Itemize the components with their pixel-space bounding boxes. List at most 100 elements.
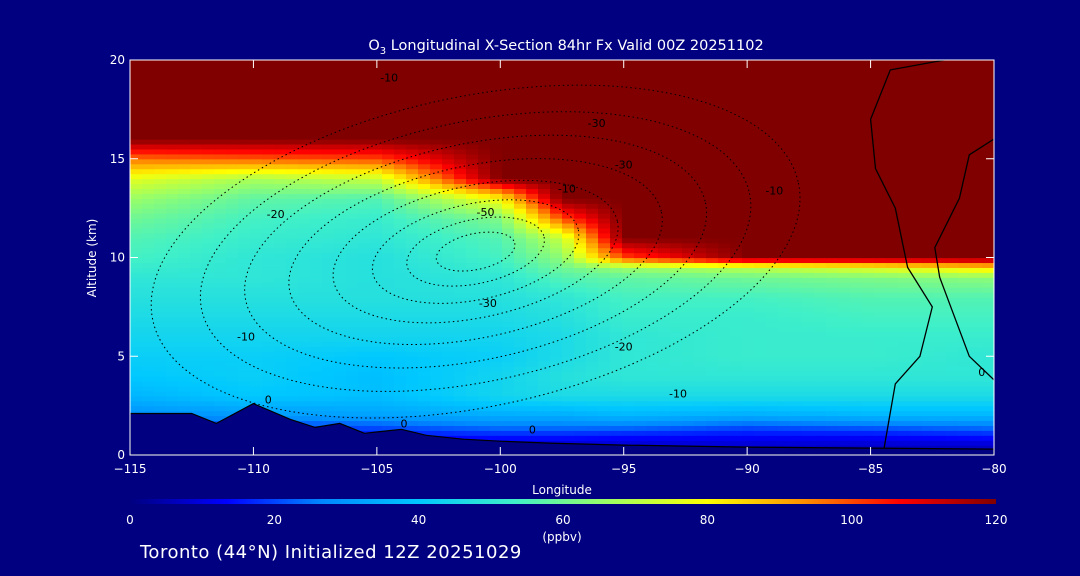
heatmap-cell bbox=[826, 282, 839, 288]
heatmap-cell bbox=[166, 346, 179, 352]
heatmap-cell bbox=[406, 139, 419, 145]
heatmap-cell bbox=[730, 173, 743, 180]
heatmap-cell bbox=[382, 148, 395, 155]
heatmap-cell bbox=[718, 440, 731, 446]
heatmap-cell bbox=[226, 237, 239, 244]
heatmap-cell bbox=[850, 153, 863, 160]
heatmap-cell bbox=[982, 163, 994, 170]
heatmap-cell bbox=[514, 321, 527, 328]
heatmap-cell bbox=[250, 301, 263, 308]
heatmap-cell bbox=[718, 336, 731, 343]
heatmap-cell bbox=[946, 129, 959, 135]
heatmap-cell bbox=[202, 222, 215, 229]
heatmap-cell bbox=[382, 114, 395, 120]
heatmap-cell bbox=[298, 198, 311, 204]
heatmap-cell bbox=[790, 208, 803, 214]
heatmap-cell bbox=[394, 351, 407, 357]
heatmap-cell bbox=[598, 425, 611, 431]
heatmap-cell bbox=[358, 218, 371, 224]
heatmap-cell bbox=[694, 148, 707, 155]
heatmap-cell bbox=[802, 227, 815, 234]
heatmap-cell bbox=[658, 380, 671, 387]
heatmap-cell bbox=[382, 341, 395, 347]
heatmap-cell bbox=[658, 178, 671, 185]
heatmap-cell bbox=[838, 198, 851, 204]
heatmap-cell bbox=[874, 119, 887, 125]
heatmap-cell bbox=[610, 143, 623, 150]
heatmap-cell bbox=[958, 134, 971, 140]
heatmap-cell bbox=[262, 218, 275, 224]
heatmap-cell bbox=[202, 232, 215, 239]
heatmap-cell bbox=[766, 346, 779, 352]
heatmap-cell bbox=[718, 153, 731, 160]
heatmap-cell bbox=[598, 282, 611, 288]
heatmap-cell bbox=[526, 208, 539, 214]
heatmap-cell bbox=[394, 262, 407, 268]
heatmap-cell bbox=[742, 297, 755, 303]
heatmap-cell bbox=[226, 267, 239, 273]
heatmap-cell bbox=[442, 405, 455, 412]
heatmap-cell bbox=[790, 415, 803, 422]
heatmap-cell bbox=[322, 153, 335, 160]
heatmap-cell bbox=[478, 213, 491, 219]
heatmap-cell bbox=[418, 351, 431, 357]
heatmap-cell bbox=[190, 213, 203, 219]
heatmap-cell bbox=[934, 257, 947, 264]
heatmap-cell bbox=[286, 208, 299, 214]
heatmap-cell bbox=[178, 287, 191, 293]
heatmap-cell bbox=[166, 109, 179, 115]
heatmap-cell bbox=[550, 134, 563, 140]
heatmap-cell bbox=[970, 267, 983, 273]
heatmap-cell bbox=[358, 395, 371, 402]
heatmap-cell bbox=[274, 272, 287, 278]
heatmap-cell bbox=[466, 163, 479, 170]
heatmap-cell bbox=[718, 306, 731, 313]
heatmap-cell bbox=[838, 158, 851, 165]
heatmap-cell bbox=[598, 222, 611, 229]
heatmap-cell bbox=[658, 198, 671, 204]
heatmap-cell bbox=[226, 277, 239, 283]
heatmap-cell bbox=[202, 282, 215, 288]
heatmap-cell bbox=[610, 366, 623, 372]
heatmap-cell bbox=[274, 139, 287, 145]
heatmap-cell bbox=[322, 316, 335, 323]
heatmap-cell bbox=[730, 420, 743, 426]
heatmap-cell bbox=[634, 198, 647, 204]
heatmap-cell bbox=[550, 282, 563, 288]
heatmap-cell bbox=[838, 203, 851, 209]
heatmap-cell bbox=[754, 316, 767, 323]
heatmap-cell bbox=[250, 188, 263, 194]
heatmap-cell bbox=[346, 361, 359, 367]
heatmap-cell bbox=[406, 420, 419, 426]
heatmap-cell bbox=[850, 415, 863, 422]
heatmap-cell bbox=[502, 188, 515, 194]
heatmap-cell bbox=[610, 247, 623, 254]
heatmap-cell bbox=[478, 287, 491, 293]
heatmap-cell bbox=[274, 316, 287, 323]
heatmap-cell bbox=[274, 395, 287, 402]
heatmap-cell bbox=[334, 232, 347, 239]
heatmap-cell bbox=[970, 282, 983, 288]
heatmap-cell bbox=[154, 380, 167, 387]
heatmap-cell bbox=[322, 297, 335, 303]
heatmap-cell bbox=[886, 430, 899, 436]
heatmap-cell bbox=[346, 356, 359, 362]
heatmap-cell bbox=[442, 153, 455, 160]
heatmap-cell bbox=[730, 252, 743, 259]
heatmap-cell bbox=[238, 178, 251, 185]
heatmap-cell bbox=[394, 287, 407, 293]
heatmap-cell bbox=[370, 242, 383, 249]
heatmap-cell bbox=[838, 410, 851, 417]
heatmap-cell bbox=[178, 109, 191, 115]
heatmap-cell bbox=[826, 242, 839, 249]
heatmap-cell bbox=[358, 361, 371, 367]
heatmap-cell bbox=[154, 242, 167, 249]
heatmap-cell bbox=[598, 124, 611, 130]
heatmap-cell bbox=[550, 331, 563, 338]
heatmap-cell bbox=[814, 390, 827, 397]
heatmap-cell bbox=[814, 198, 827, 204]
heatmap-cell bbox=[166, 143, 179, 150]
heatmap-cell bbox=[310, 252, 323, 259]
heatmap-cell bbox=[718, 168, 731, 175]
heatmap-cell bbox=[430, 227, 443, 234]
